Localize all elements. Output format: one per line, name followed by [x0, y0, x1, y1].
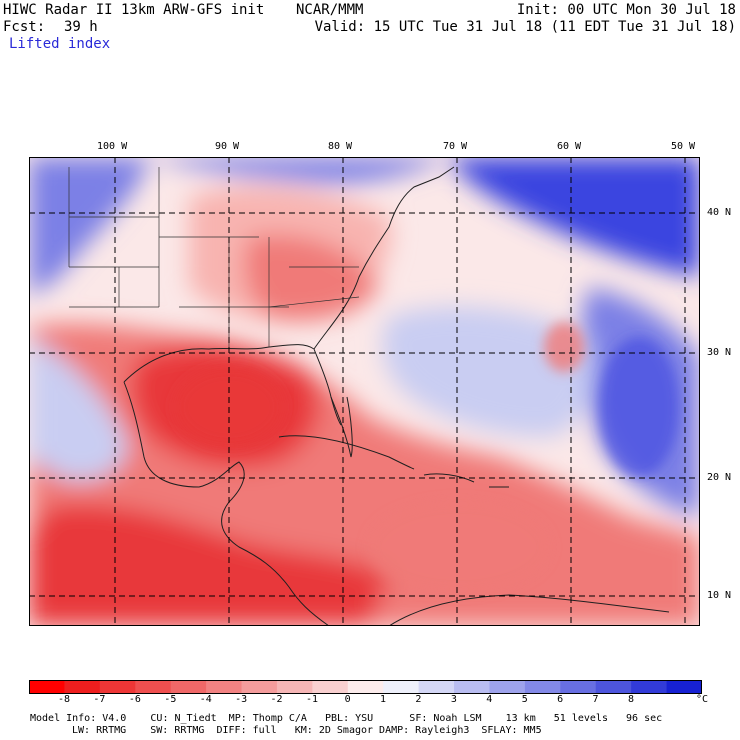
colorbar-tick-label: -8 [58, 694, 71, 705]
lon-label: 60 W [557, 141, 582, 152]
lon-label: 100 W [97, 141, 128, 152]
colorbar-swatch [206, 680, 243, 694]
colorbar [29, 680, 702, 694]
colorbar-swatch [489, 680, 526, 694]
colorbar-swatch [29, 680, 65, 694]
colorbar-swatch [276, 680, 313, 694]
cool-region-atlantic-north [449, 157, 700, 277]
colorbar-swatch [312, 680, 349, 694]
colorbar-swatch [631, 680, 668, 694]
map-frame [29, 157, 700, 626]
warm-blob-atlantic [544, 322, 584, 372]
colorbar-swatch [666, 680, 702, 694]
colorbar-tick-label: -2 [270, 694, 283, 705]
field-name: Lifted index [9, 36, 111, 52]
lon-label: 70 W [443, 141, 468, 152]
latlon-grid [29, 157, 700, 626]
coastlines [123, 166, 670, 626]
colorbar-swatch [241, 680, 278, 694]
colorbar-tick-label: -7 [93, 694, 106, 705]
organization-label: NCAR/MMM [296, 2, 364, 18]
model-info-line1: Model Info: V4.0 CU: N_Tiedt MP: Thomp C… [30, 713, 663, 724]
colorbar-tick-label: 2 [415, 694, 422, 705]
colorbar-frame [29, 680, 702, 694]
colorbar-tick-label: 6 [557, 694, 564, 705]
warm-core-blobs [174, 322, 679, 592]
us-east-coast [313, 166, 455, 350]
lat-label: 10 N [707, 590, 732, 601]
warm-region-us-east [244, 234, 379, 321]
cool-region-atlantic-mid [382, 306, 593, 437]
florida [330, 396, 353, 458]
hispaniola [423, 473, 475, 483]
lifted-index-map [29, 157, 700, 626]
cool-region-canada [149, 157, 449, 184]
colorbar-tick-label: 0 [344, 694, 351, 705]
lon-label: 90 W [215, 141, 240, 152]
colorbar-swatch [418, 680, 455, 694]
colorbar-tick-label: 8 [628, 694, 635, 705]
colorbar-tick-label: 3 [450, 694, 457, 705]
model-info-line2: LW: RRTMG SW: RRTMG DIFF: full KM: 2D Sm… [72, 725, 542, 736]
lat-label: 40 N [707, 207, 732, 218]
colorbar-swatch [383, 680, 420, 694]
forecast-hour: 39 h [64, 19, 98, 35]
colorbar-swatch [524, 680, 561, 694]
colorbar-swatch [347, 680, 384, 694]
lon-label: 50 W [671, 141, 696, 152]
colorbar-swatch [595, 680, 632, 694]
colorbar-swatch [560, 680, 597, 694]
colorbar-swatch [99, 680, 136, 694]
valid-time: Valid: 15 UTC Tue 31 Jul 18 (11 EDT Tue … [314, 19, 736, 35]
warm-core-caribbean [369, 502, 549, 592]
cool-core-atlantic [599, 337, 679, 477]
state-borders [68, 167, 360, 347]
colorbar-tick-label: -5 [164, 694, 177, 705]
colorbar-swatch [135, 680, 172, 694]
colorbar-tick-label: -4 [199, 694, 212, 705]
colorbar-swatch [64, 680, 101, 694]
forecast-label: Fcst: [3, 19, 46, 35]
colorbar-tick-label: 4 [486, 694, 493, 705]
colorbar-swatch [170, 680, 207, 694]
cool-region-northwest [29, 157, 149, 297]
cuba [278, 435, 415, 470]
colorbar-tick-label: 7 [592, 694, 599, 705]
colorbar-tick-label: -1 [306, 694, 319, 705]
lat-label: 20 N [707, 472, 732, 483]
cool-region-mexico [29, 337, 129, 481]
colorbar-tick-label: 5 [521, 694, 528, 705]
colorbar-unit: °C [696, 694, 709, 705]
colorbar-tick-label: -6 [128, 694, 141, 705]
colorbar-swatch [454, 680, 490, 694]
colorbar-tick-label: 1 [380, 694, 387, 705]
init-time: Init: 00 UTC Mon 30 Jul 18 [516, 2, 736, 18]
model-title: HIWC Radar II 13km ARW-GFS init [3, 2, 265, 18]
lon-label: 80 W [328, 141, 353, 152]
colorbar-tick-label: -3 [235, 694, 248, 705]
lat-label: 30 N [707, 347, 732, 358]
south-america-coast [388, 594, 670, 626]
